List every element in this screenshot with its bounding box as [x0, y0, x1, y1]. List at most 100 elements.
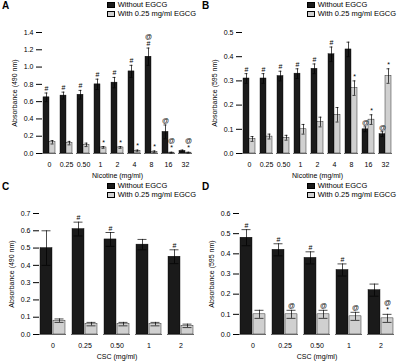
svg-text:4: 4: [133, 161, 137, 168]
svg-text:Absorbance (595 nm): Absorbance (595 nm): [208, 240, 216, 307]
svg-text:2: 2: [316, 161, 320, 168]
svg-text:16: 16: [365, 161, 373, 168]
svg-text:0: 0: [51, 342, 55, 349]
svg-text:0.50: 0.50: [310, 342, 324, 349]
svg-text:#: #: [245, 222, 249, 229]
svg-text:0: 0: [248, 161, 252, 168]
svg-text:32: 32: [182, 161, 190, 168]
svg-text:0.7: 0.7: [21, 210, 31, 217]
svg-text:*: *: [153, 143, 156, 150]
svg-text:1: 1: [347, 342, 351, 349]
svg-text:#: #: [96, 71, 100, 78]
svg-text:@: @: [288, 302, 295, 309]
svg-text:0: 0: [251, 342, 255, 349]
svg-text:@: @: [320, 302, 327, 309]
svg-text:0.0: 0.0: [21, 331, 31, 338]
svg-text:2: 2: [379, 342, 383, 349]
svg-text:*: *: [136, 142, 139, 149]
svg-text:*: *: [102, 139, 105, 146]
svg-text:#: #: [45, 85, 49, 92]
svg-text:Nicotine (mg/ml): Nicotine (mg/ml): [292, 172, 343, 180]
svg-text:1: 1: [147, 342, 151, 349]
svg-text:0.2: 0.2: [24, 132, 34, 139]
svg-text:0.8: 0.8: [24, 81, 34, 88]
svg-text:#: #: [173, 242, 177, 249]
svg-text:0.5: 0.5: [224, 29, 234, 36]
svg-text:#: #: [279, 63, 283, 70]
svg-text:1.2: 1.2: [24, 46, 34, 53]
svg-text:@: @: [384, 299, 391, 306]
svg-text:0.6: 0.6: [221, 210, 231, 217]
svg-text:0.1: 0.1: [21, 313, 31, 320]
svg-text:0.50: 0.50: [277, 161, 291, 168]
svg-text:Nicotine (mg/ml): Nicotine (mg/ml): [92, 172, 143, 180]
svg-text:Absorbance (490 nm): Absorbance (490 nm): [8, 240, 16, 307]
svg-text:0: 0: [48, 161, 52, 168]
svg-text:@: @: [185, 137, 192, 144]
svg-text:CSC (mg/ml): CSC (mg/ml): [297, 353, 337, 361]
svg-text:@: @: [162, 117, 169, 124]
svg-text:2: 2: [179, 342, 183, 349]
svg-text:0.6: 0.6: [24, 98, 34, 105]
svg-text:0.2: 0.2: [221, 290, 231, 297]
svg-text:0.4: 0.4: [21, 262, 31, 269]
svg-text:16: 16: [165, 161, 173, 168]
svg-text:0.4: 0.4: [221, 250, 231, 257]
svg-text:#: #: [245, 66, 249, 73]
svg-text:*: *: [170, 144, 173, 151]
svg-text:0.1: 0.1: [224, 126, 234, 133]
svg-text:1.0: 1.0: [24, 63, 34, 70]
svg-text:#: #: [330, 39, 334, 46]
svg-text:#: #: [296, 61, 300, 68]
svg-text:0.2: 0.2: [224, 101, 234, 108]
svg-text:8: 8: [350, 161, 354, 168]
svg-text:Absorbance (490 nm): Absorbance (490 nm): [11, 59, 19, 126]
svg-text:*: *: [386, 306, 389, 313]
svg-text:CSC (mg/ml): CSC (mg/ml): [97, 353, 137, 361]
svg-text:#: #: [130, 57, 134, 64]
svg-text:0.5: 0.5: [21, 244, 31, 251]
svg-text:8: 8: [150, 161, 154, 168]
svg-text:0.4: 0.4: [24, 115, 34, 122]
svg-text:*: *: [387, 61, 390, 68]
svg-text:0.1: 0.1: [221, 311, 231, 318]
svg-text:2: 2: [116, 161, 120, 168]
svg-text:0.0: 0.0: [24, 150, 34, 157]
svg-text:1: 1: [299, 161, 303, 168]
svg-text:0.0: 0.0: [224, 150, 234, 157]
svg-text:32: 32: [382, 161, 390, 168]
svg-text:@: @: [362, 119, 369, 126]
svg-text:0.25: 0.25: [260, 161, 274, 168]
svg-text:0.6: 0.6: [21, 227, 31, 234]
svg-text:#: #: [62, 84, 66, 91]
svg-text:0.25: 0.25: [78, 342, 92, 349]
svg-text:1: 1: [99, 161, 103, 168]
svg-text:#: #: [113, 69, 117, 76]
svg-text:#: #: [79, 82, 83, 89]
svg-text:#: #: [309, 244, 313, 251]
svg-text:@: @: [168, 137, 175, 144]
svg-text:Absorbance (595 nm): Absorbance (595 nm): [211, 59, 219, 126]
svg-text:#: #: [109, 225, 113, 232]
svg-text:0.50: 0.50: [77, 161, 91, 168]
svg-text:#: #: [77, 214, 81, 221]
svg-text:0.25: 0.25: [60, 161, 74, 168]
svg-text:0.3: 0.3: [224, 77, 234, 84]
svg-text:#: #: [277, 236, 281, 243]
svg-text:4: 4: [333, 161, 337, 168]
svg-text:0.50: 0.50: [110, 342, 124, 349]
svg-text:*: *: [353, 73, 356, 80]
svg-text:0.0: 0.0: [221, 331, 231, 338]
svg-text:0.25: 0.25: [278, 342, 292, 349]
svg-text:0.5: 0.5: [221, 230, 231, 237]
svg-text:#: #: [341, 256, 345, 263]
svg-text:*: *: [370, 107, 373, 114]
svg-text:@: @: [352, 304, 359, 311]
svg-text:0.2: 0.2: [21, 296, 31, 303]
svg-text:*: *: [119, 139, 122, 146]
svg-text:1.4: 1.4: [24, 29, 34, 36]
svg-text:0.3: 0.3: [21, 279, 31, 286]
svg-text:@: @: [145, 33, 152, 40]
svg-text:#: #: [262, 66, 266, 73]
svg-text:0.3: 0.3: [221, 270, 231, 277]
